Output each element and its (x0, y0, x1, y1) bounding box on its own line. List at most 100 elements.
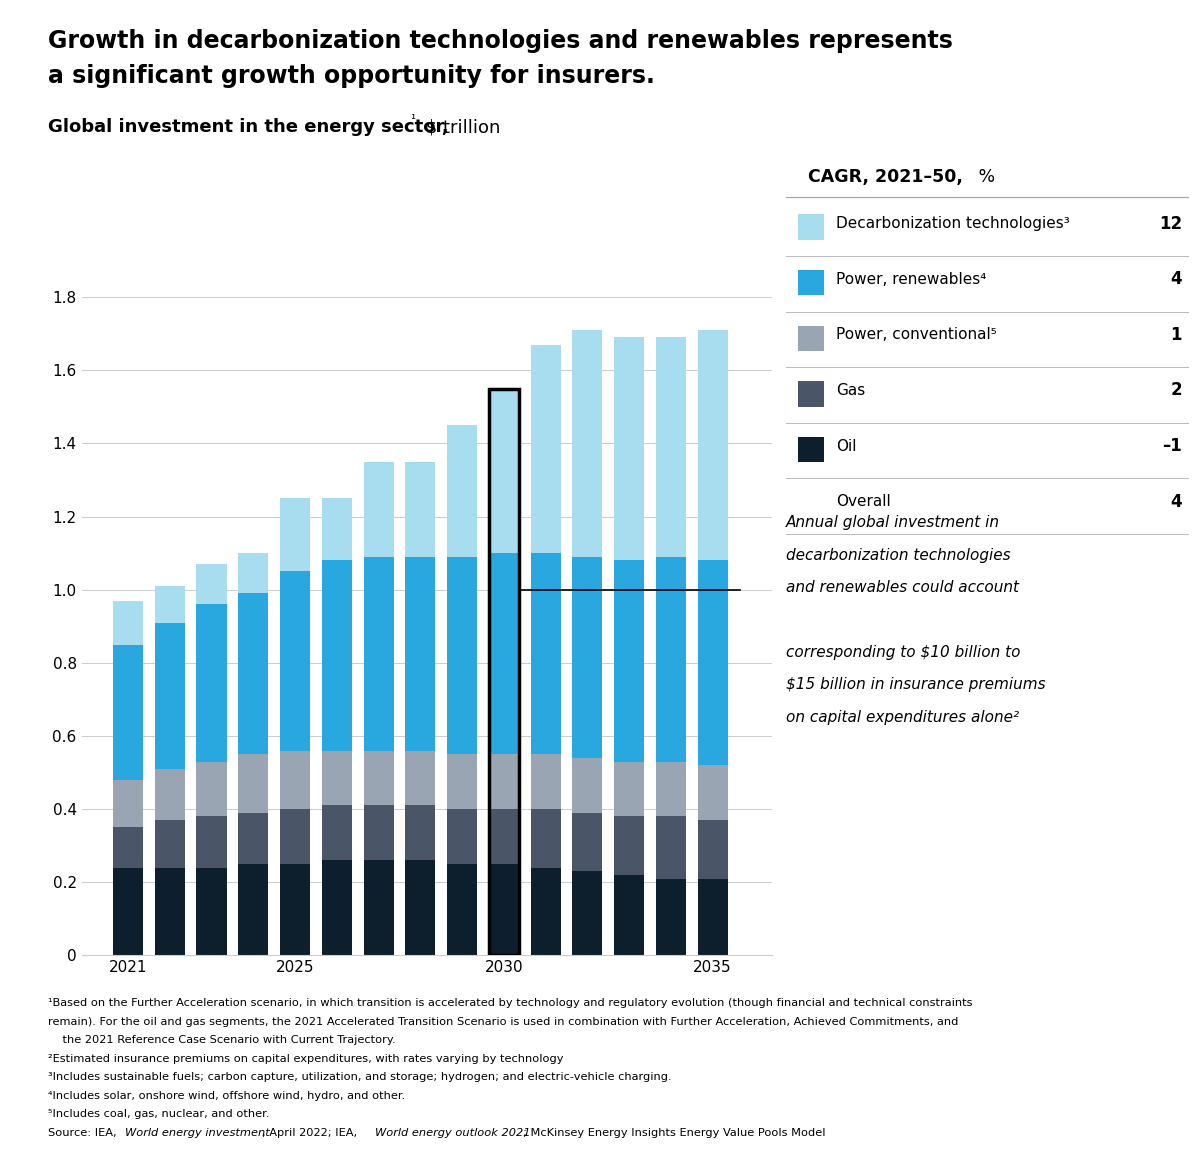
Text: $15 billion in insurance premiums: $15 billion in insurance premiums (786, 677, 1045, 692)
Bar (197, 564, 227, 604)
Bar (155, 586, 185, 623)
Bar (448, 864, 478, 955)
Bar (322, 750, 352, 806)
Bar (614, 337, 644, 560)
Bar (322, 560, 352, 750)
Bar (530, 867, 560, 955)
Bar (656, 557, 686, 762)
Bar (239, 754, 269, 813)
Text: on capital expenditures alone²: on capital expenditures alone² (786, 710, 1019, 725)
Text: –1: –1 (1163, 437, 1182, 455)
Bar (197, 867, 227, 955)
Bar (572, 757, 602, 813)
Text: World energy outlook 2021: World energy outlook 2021 (374, 1128, 530, 1138)
Bar (364, 750, 394, 806)
Text: and renewables could account: and renewables could account (786, 580, 1019, 595)
Text: remain). For the oil and gas segments, the 2021 Accelerated Transition Scenario : remain). For the oil and gas segments, t… (48, 1017, 959, 1027)
Text: %: % (973, 168, 995, 186)
Text: Oil: Oil (836, 439, 857, 454)
Bar (113, 867, 143, 955)
Text: the 2021 Reference Case Scenario with Current Trajectory.: the 2021 Reference Case Scenario with Cu… (48, 1035, 396, 1046)
Bar (656, 762, 686, 816)
Bar (280, 750, 310, 809)
Text: decarbonization technologies: decarbonization technologies (786, 548, 1010, 563)
Bar (239, 864, 269, 955)
Text: ³Includes sustainable fuels; carbon capture, utilization, and storage; hydrogen;: ³Includes sustainable fuels; carbon capt… (48, 1072, 672, 1083)
Bar (197, 604, 227, 762)
Bar (239, 813, 269, 864)
Bar (239, 554, 269, 593)
Bar (697, 330, 727, 560)
Bar (488, 809, 518, 864)
Bar (448, 754, 478, 809)
Bar (280, 571, 310, 750)
Bar (448, 557, 478, 754)
Text: Gas: Gas (836, 383, 865, 398)
Bar (572, 871, 602, 955)
Text: 12: 12 (1159, 214, 1182, 233)
Bar (697, 879, 727, 955)
Text: Power, conventional⁵: Power, conventional⁵ (836, 328, 997, 343)
Bar (197, 816, 227, 867)
Text: Growth in decarbonization technologies and renewables represents: Growth in decarbonization technologies a… (48, 29, 953, 53)
Text: ⁴Includes solar, onshore wind, offshore wind, hydro, and other.: ⁴Includes solar, onshore wind, offshore … (48, 1091, 406, 1101)
Bar (697, 765, 727, 820)
Bar (280, 498, 310, 571)
Bar (322, 860, 352, 955)
Text: 4: 4 (1170, 492, 1182, 511)
Bar (530, 809, 560, 867)
Bar (364, 860, 394, 955)
Bar (656, 337, 686, 557)
Text: , April 2022; IEA,: , April 2022; IEA, (262, 1128, 360, 1138)
Text: 1: 1 (1170, 325, 1182, 344)
Bar (488, 389, 518, 554)
Bar (448, 425, 478, 557)
Bar (530, 554, 560, 754)
Bar (614, 762, 644, 816)
Bar (488, 389, 518, 955)
Text: ²Estimated insurance premiums on capital expenditures, with rates varying by tec: ²Estimated insurance premiums on capital… (48, 1054, 564, 1064)
Bar (572, 557, 602, 757)
Text: 2: 2 (1170, 381, 1182, 400)
Bar (364, 462, 394, 557)
Text: ¹Based on the Further Acceleration scenario, in which transition is accelerated : ¹Based on the Further Acceleration scena… (48, 998, 972, 1009)
Text: Global investment in the energy sector,: Global investment in the energy sector, (48, 118, 449, 137)
Bar (280, 864, 310, 955)
Bar (572, 813, 602, 871)
Text: CAGR, 2021–50,: CAGR, 2021–50, (808, 168, 962, 186)
Bar (488, 554, 518, 754)
Bar (614, 560, 644, 762)
Text: ¹: ¹ (410, 113, 415, 126)
Text: $ trillion: $ trillion (420, 118, 500, 137)
Bar (155, 867, 185, 955)
Bar (113, 779, 143, 827)
Bar (406, 860, 436, 955)
Text: a significant growth opportunity for insurers.: a significant growth opportunity for ins… (48, 64, 655, 88)
Text: 4: 4 (1170, 270, 1182, 288)
Bar (614, 875, 644, 955)
Bar (280, 809, 310, 864)
Bar (239, 593, 269, 754)
Bar (155, 769, 185, 820)
Text: ⁵Includes coal, gas, nuclear, and other.: ⁵Includes coal, gas, nuclear, and other. (48, 1109, 270, 1120)
Bar (488, 754, 518, 809)
Bar (614, 816, 644, 875)
Bar (406, 750, 436, 806)
Text: ; McKinsey Energy Insights Energy Value Pools Model: ; McKinsey Energy Insights Energy Value … (523, 1128, 826, 1138)
Bar (364, 806, 394, 860)
Bar (113, 645, 143, 779)
Bar (322, 498, 352, 560)
Bar (113, 601, 143, 645)
Text: Power, renewables⁴: Power, renewables⁴ (836, 272, 986, 287)
Bar (530, 345, 560, 554)
Bar (406, 557, 436, 750)
Text: Source: IEA,: Source: IEA, (48, 1128, 120, 1138)
Text: Decarbonization technologies³: Decarbonization technologies³ (836, 217, 1070, 232)
Text: Overall: Overall (836, 494, 892, 510)
Bar (656, 816, 686, 879)
Bar (155, 820, 185, 867)
Bar (406, 806, 436, 860)
Bar (530, 754, 560, 809)
Bar (572, 330, 602, 557)
Bar (697, 820, 727, 879)
